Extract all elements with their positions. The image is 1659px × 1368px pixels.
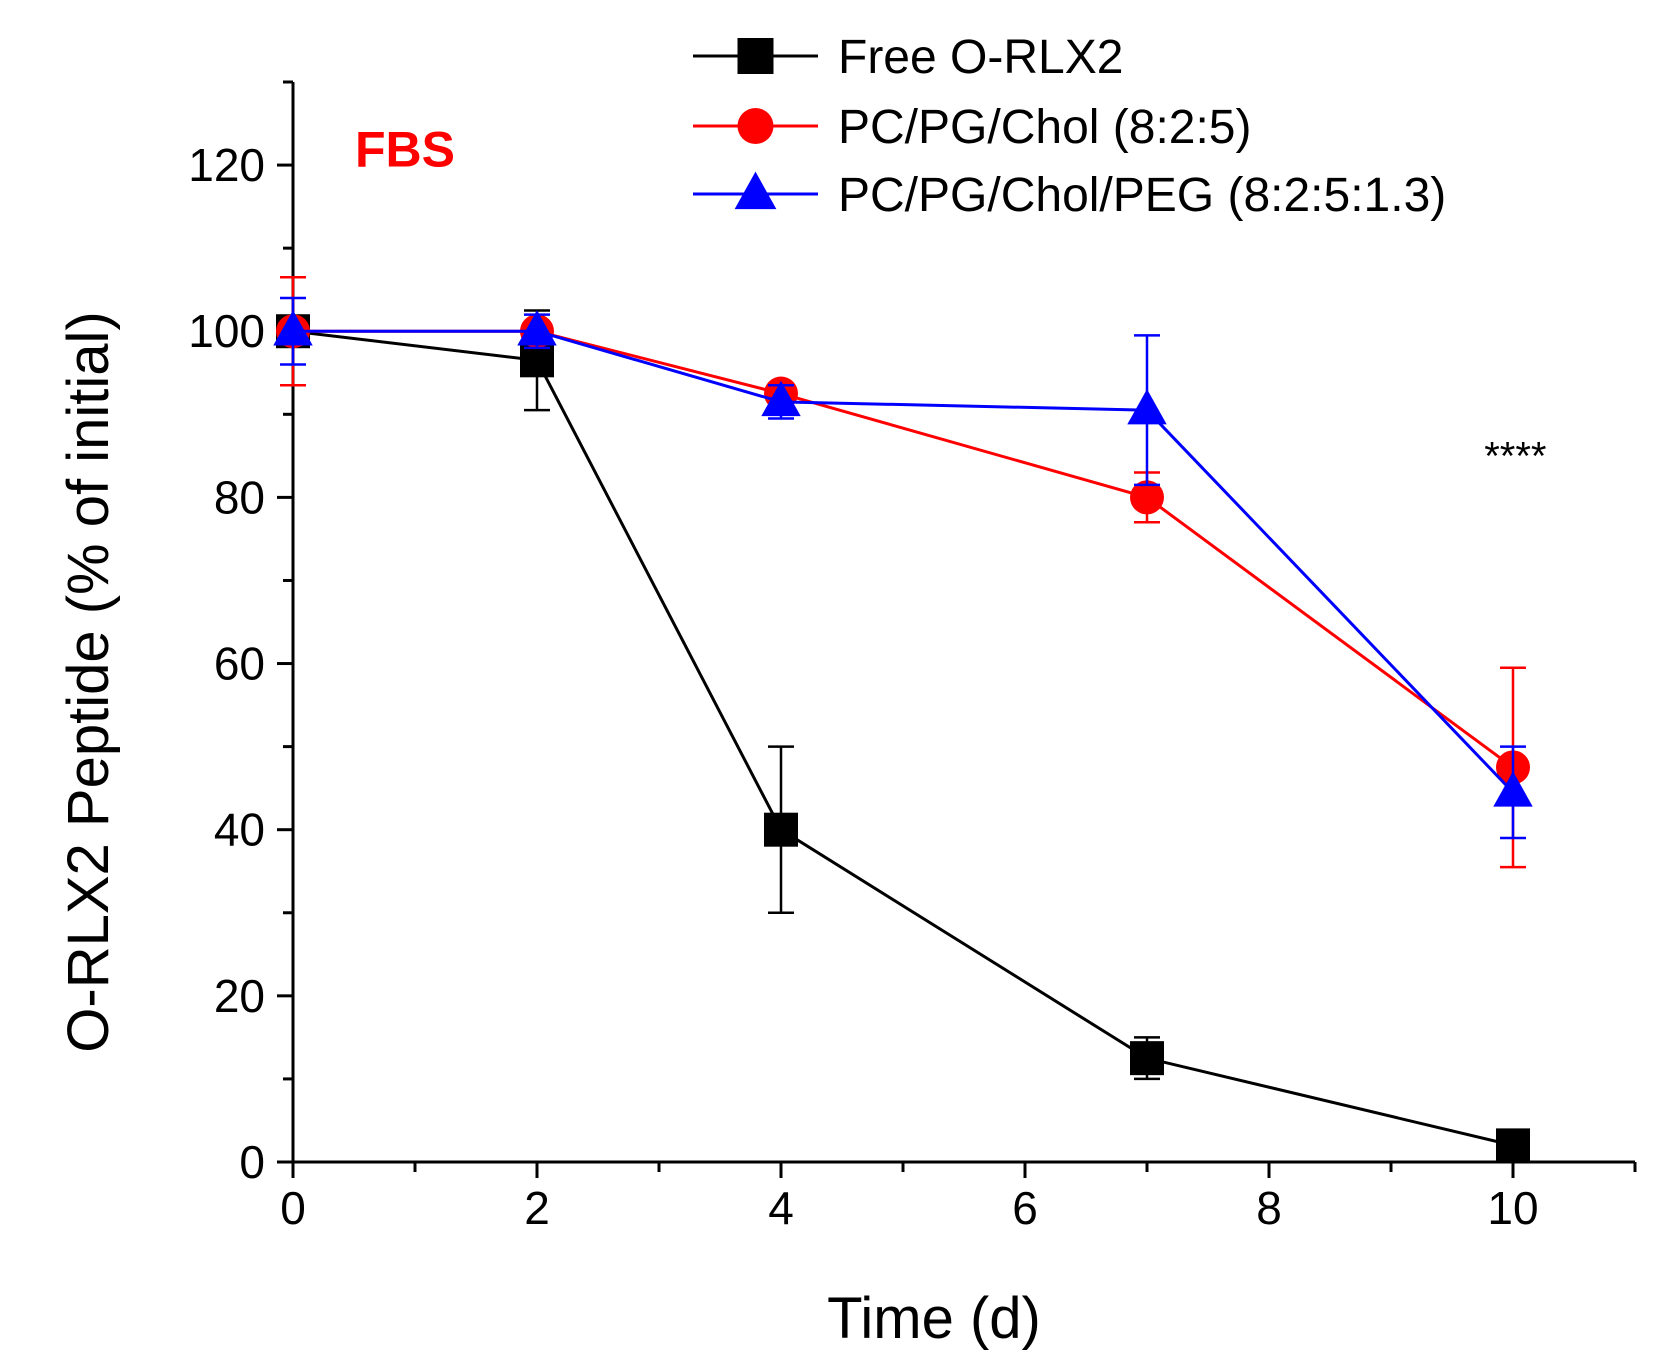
legend-label: PC/PG/Chol/PEG (8:2:5:1.3) xyxy=(838,169,1446,222)
x-axis-title: Time (d) xyxy=(827,1286,1041,1351)
data-point xyxy=(1127,389,1167,425)
x-tick-label: 2 xyxy=(524,1182,550,1234)
x-tick-label: 6 xyxy=(1012,1182,1038,1234)
legend-item-3: PC/PG/Chol/PEG (8:2:5:1.3) xyxy=(693,169,1446,222)
series-1 xyxy=(276,309,1530,1163)
y-tick-label: 80 xyxy=(214,471,265,523)
y-axis-title: O-RLX2 Peptide (% of initial) xyxy=(56,311,121,1052)
legend-marker xyxy=(734,171,777,210)
x-tick-label: 4 xyxy=(768,1182,794,1234)
series-3 xyxy=(273,296,1533,840)
data-point xyxy=(1130,1041,1164,1076)
x-tick-label: 8 xyxy=(1256,1182,1282,1234)
legend-label: PC/PG/Chol (8:2:5) xyxy=(838,101,1251,154)
legend-marker xyxy=(737,38,774,74)
y-tick-label: 120 xyxy=(188,139,265,191)
data-point xyxy=(1496,1128,1530,1163)
data-point xyxy=(764,812,798,847)
legend-item-2: PC/PG/Chol (8:2:5) xyxy=(693,101,1251,154)
annotations: FBS **** xyxy=(355,121,1546,478)
legend-marker xyxy=(737,108,774,144)
y-tick-label: 20 xyxy=(214,970,265,1022)
data-point xyxy=(517,310,557,346)
series-line xyxy=(292,329,1514,1147)
y-tick-label: 0 xyxy=(239,1136,265,1188)
data-point xyxy=(1493,771,1533,807)
significance-annotation: **** xyxy=(1484,435,1546,479)
x-tick-label: 10 xyxy=(1487,1182,1538,1234)
y-tick-label: 100 xyxy=(188,305,265,357)
data-point xyxy=(1130,480,1164,515)
x-tick-label: 0 xyxy=(280,1182,306,1234)
series-line xyxy=(293,329,1514,769)
legend: Free O-RLX2 PC/PG/Chol (8:2:5) PC/PG/Chol/… xyxy=(693,31,1446,222)
legend-label: Free O-RLX2 xyxy=(838,31,1123,84)
data-point xyxy=(761,380,801,417)
legend-item-1: Free O-RLX2 xyxy=(693,31,1123,84)
series-2 xyxy=(276,275,1530,869)
medium-label: FBS xyxy=(355,121,455,177)
y-tick-label: 40 xyxy=(214,804,265,856)
data-point xyxy=(273,310,313,346)
plot-area xyxy=(273,275,1533,1163)
series-line xyxy=(293,329,1515,794)
y-tick-label: 60 xyxy=(214,638,265,690)
